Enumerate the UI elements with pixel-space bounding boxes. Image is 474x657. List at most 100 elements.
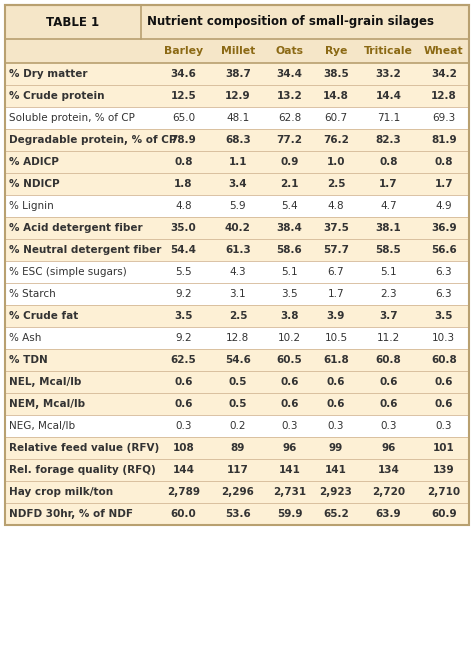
Text: 12.9: 12.9 bbox=[225, 91, 251, 101]
Bar bbox=[5, 107, 469, 129]
Text: % ADICP: % ADICP bbox=[9, 157, 59, 167]
Text: NEM, Mcal/lb: NEM, Mcal/lb bbox=[9, 399, 85, 409]
Text: 61.8: 61.8 bbox=[323, 355, 349, 365]
Bar bbox=[5, 283, 469, 305]
Text: 3.9: 3.9 bbox=[327, 311, 345, 321]
Text: 37.5: 37.5 bbox=[323, 223, 349, 233]
Text: 78.9: 78.9 bbox=[171, 135, 196, 145]
Text: 117: 117 bbox=[227, 465, 249, 475]
Text: Millet: Millet bbox=[221, 46, 255, 56]
Text: 141: 141 bbox=[279, 465, 301, 475]
Text: TABLE 1: TABLE 1 bbox=[46, 16, 100, 28]
Text: 0.6: 0.6 bbox=[280, 399, 299, 409]
Text: 0.8: 0.8 bbox=[435, 157, 453, 167]
Text: 0.6: 0.6 bbox=[379, 399, 398, 409]
Text: 76.2: 76.2 bbox=[323, 135, 349, 145]
Bar bbox=[5, 459, 469, 481]
Bar bbox=[5, 129, 469, 151]
Text: 5.4: 5.4 bbox=[281, 201, 298, 211]
Text: 4.8: 4.8 bbox=[175, 201, 191, 211]
Bar bbox=[5, 371, 469, 393]
Text: 62.8: 62.8 bbox=[278, 113, 301, 123]
Text: 36.9: 36.9 bbox=[431, 223, 456, 233]
Text: Rel. forage quality (RFQ): Rel. forage quality (RFQ) bbox=[9, 465, 156, 475]
Bar bbox=[5, 261, 469, 283]
Text: 139: 139 bbox=[433, 465, 455, 475]
Text: 61.3: 61.3 bbox=[225, 245, 251, 255]
Text: NDFD 30hr, % of NDF: NDFD 30hr, % of NDF bbox=[9, 509, 133, 519]
Text: 81.9: 81.9 bbox=[431, 135, 456, 145]
Text: Relative feed value (RFV): Relative feed value (RFV) bbox=[9, 443, 159, 453]
Text: 101: 101 bbox=[433, 443, 455, 453]
Text: 3.1: 3.1 bbox=[229, 289, 246, 299]
Text: Nutrient composition of small-grain silages: Nutrient composition of small-grain sila… bbox=[147, 16, 434, 28]
Text: 10.3: 10.3 bbox=[432, 333, 456, 343]
Text: % Ash: % Ash bbox=[9, 333, 41, 343]
Bar bbox=[5, 481, 469, 503]
Text: Rye: Rye bbox=[325, 46, 347, 56]
Text: 14.4: 14.4 bbox=[375, 91, 401, 101]
Text: 2,923: 2,923 bbox=[319, 487, 352, 497]
Text: 141: 141 bbox=[325, 465, 347, 475]
Text: 0.8: 0.8 bbox=[379, 157, 398, 167]
Text: 1.7: 1.7 bbox=[435, 179, 453, 189]
Text: 34.2: 34.2 bbox=[431, 69, 457, 79]
Text: 0.3: 0.3 bbox=[281, 421, 298, 431]
Text: % ESC (simple sugars): % ESC (simple sugars) bbox=[9, 267, 127, 277]
Text: 96: 96 bbox=[282, 443, 297, 453]
Text: % Acid detergent fiber: % Acid detergent fiber bbox=[9, 223, 143, 233]
Text: 0.5: 0.5 bbox=[228, 377, 247, 387]
Text: % NDICP: % NDICP bbox=[9, 179, 60, 189]
Text: 12.5: 12.5 bbox=[171, 91, 196, 101]
Text: 4.9: 4.9 bbox=[436, 201, 452, 211]
Text: 0.6: 0.6 bbox=[174, 399, 192, 409]
Bar bbox=[141, 5, 469, 39]
Text: 99: 99 bbox=[329, 443, 343, 453]
Bar bbox=[5, 217, 469, 239]
Bar bbox=[5, 195, 469, 217]
Bar bbox=[5, 393, 469, 415]
Text: % Lignin: % Lignin bbox=[9, 201, 54, 211]
Text: 0.6: 0.6 bbox=[327, 377, 345, 387]
Text: 5.9: 5.9 bbox=[229, 201, 246, 211]
Text: 0.3: 0.3 bbox=[175, 421, 191, 431]
Bar bbox=[5, 85, 469, 107]
Bar bbox=[5, 437, 469, 459]
Text: 0.6: 0.6 bbox=[435, 377, 453, 387]
Text: 56.6: 56.6 bbox=[431, 245, 456, 255]
Text: Barley: Barley bbox=[164, 46, 203, 56]
Text: 33.2: 33.2 bbox=[375, 69, 401, 79]
Bar bbox=[5, 327, 469, 349]
Text: % TDN: % TDN bbox=[9, 355, 48, 365]
Text: 89: 89 bbox=[231, 443, 245, 453]
Text: 144: 144 bbox=[173, 465, 194, 475]
Text: 71.1: 71.1 bbox=[377, 113, 400, 123]
Text: 60.0: 60.0 bbox=[171, 509, 196, 519]
Text: 54.4: 54.4 bbox=[170, 245, 196, 255]
Text: 48.1: 48.1 bbox=[226, 113, 249, 123]
Bar bbox=[5, 305, 469, 327]
Bar bbox=[5, 349, 469, 371]
Text: Soluble protein, % of CP: Soluble protein, % of CP bbox=[9, 113, 135, 123]
Text: 2.5: 2.5 bbox=[228, 311, 247, 321]
Text: 60.9: 60.9 bbox=[431, 509, 456, 519]
Text: 1.8: 1.8 bbox=[174, 179, 192, 189]
Text: Triticale: Triticale bbox=[364, 46, 413, 56]
Text: 38.1: 38.1 bbox=[375, 223, 401, 233]
Text: 6.3: 6.3 bbox=[436, 289, 452, 299]
Text: 0.3: 0.3 bbox=[380, 421, 397, 431]
Bar bbox=[5, 5, 469, 525]
Text: Wheat: Wheat bbox=[424, 46, 464, 56]
Text: 9.2: 9.2 bbox=[175, 289, 191, 299]
Text: 4.8: 4.8 bbox=[328, 201, 344, 211]
Text: 6.7: 6.7 bbox=[328, 267, 344, 277]
Text: 9.2: 9.2 bbox=[175, 333, 191, 343]
Text: 14.8: 14.8 bbox=[323, 91, 349, 101]
Text: 35.0: 35.0 bbox=[171, 223, 196, 233]
Text: 11.2: 11.2 bbox=[377, 333, 400, 343]
Text: 0.6: 0.6 bbox=[280, 377, 299, 387]
Text: 77.2: 77.2 bbox=[276, 135, 302, 145]
Text: 60.7: 60.7 bbox=[324, 113, 347, 123]
Text: 4.3: 4.3 bbox=[229, 267, 246, 277]
Text: 65.0: 65.0 bbox=[172, 113, 195, 123]
